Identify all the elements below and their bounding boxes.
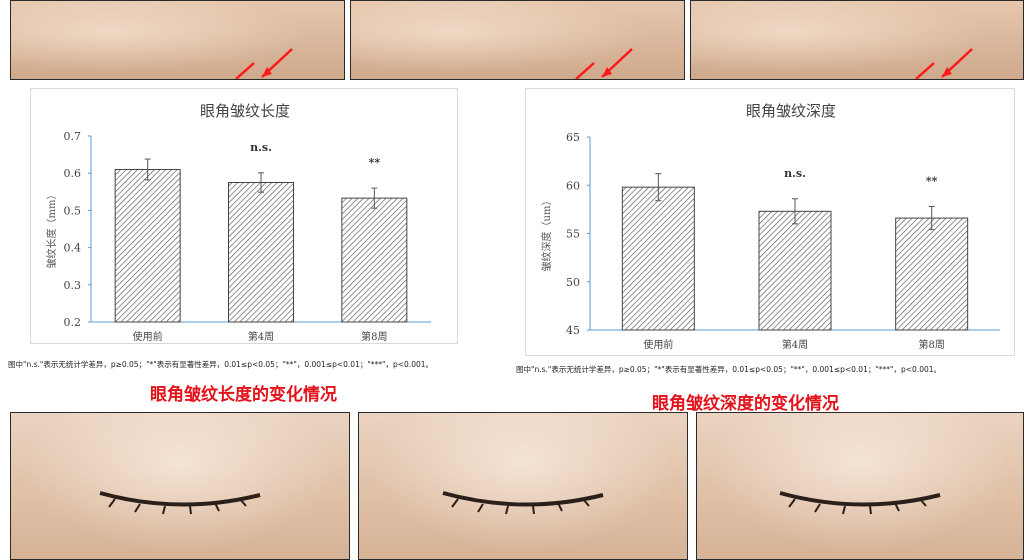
y-tick-label: 0.6 [64, 167, 82, 180]
bottom-photo-week8 [696, 412, 1024, 560]
y-tick-label: 50 [566, 276, 580, 289]
caption-depth: 眼角皱纹深度的变化情况 [652, 394, 839, 414]
y-tick-label: 60 [566, 179, 580, 192]
top-photo-week8 [690, 0, 1024, 80]
red-arrow-icon [235, 48, 293, 79]
bar [895, 217, 969, 331]
significance-label: ** [369, 156, 381, 169]
caption-length: 眼角皱纹长度的变化情况 [150, 385, 337, 405]
chart-panel-depth: 眼角皱纹深度皱纹深度（um） 45 50 55 60 65 使用前 第4周 n.s. 第8周 ** [525, 88, 1015, 356]
y-axis-label: 皱纹长度（mm） [45, 190, 58, 269]
bar [228, 182, 294, 323]
y-tick-label: 0.5 [64, 204, 82, 217]
significance-note-right: 图中"n.s."表示无统计学差异，p≥0.05；"*"表示有显著性差异，0.01… [516, 365, 942, 374]
top-photo-week4 [350, 0, 685, 80]
x-tick-label: 第4周 [782, 338, 808, 351]
x-tick-label: 第8周 [918, 338, 944, 351]
y-axis-label: 皱纹深度（um） [540, 196, 553, 272]
eyelash-icon [99, 491, 261, 515]
y-tick-label: 45 [566, 324, 580, 337]
y-tick-label: 0.7 [64, 130, 82, 143]
y-tick-label: 0.2 [64, 316, 82, 329]
eyelash-icon [442, 491, 604, 515]
eyelash-icon [779, 491, 941, 515]
bottom-photo-before [10, 412, 350, 560]
bar [621, 186, 695, 331]
chart-panel-length: 眼角皱纹长度皱纹长度（mm） 0.2 0.3 0.4 0.5 0.6 0.7 使用前 第4周 n.… [30, 88, 458, 344]
bottom-photo-week4 [358, 412, 688, 560]
top-photo-before [10, 0, 345, 80]
chart-title: 眼角皱纹深度 [746, 102, 836, 120]
significance-label: n.s. [784, 167, 806, 180]
y-tick-label: 0.4 [64, 242, 82, 255]
red-arrow-icon [915, 48, 973, 79]
significance-label: ** [926, 174, 938, 187]
bar [758, 210, 832, 331]
significance-note-left: 图中"n.s."表示无统计学差异，p≥0.05；"*"表示有显著性差异，0.01… [8, 360, 434, 369]
y-tick-label: 65 [566, 131, 580, 144]
x-tick-label: 使用前 [643, 338, 673, 351]
x-tick-label: 使用前 [133, 330, 163, 343]
significance-label: n.s. [250, 141, 272, 154]
x-tick-label: 第8周 [361, 330, 387, 343]
y-tick-label: 55 [566, 228, 580, 241]
chart-title: 眼角皱纹长度 [200, 102, 290, 120]
x-tick-label: 第4周 [248, 330, 274, 343]
bar [114, 168, 181, 323]
bar [341, 197, 408, 323]
y-tick-label: 0.3 [64, 279, 82, 292]
red-arrow-icon [575, 48, 633, 79]
